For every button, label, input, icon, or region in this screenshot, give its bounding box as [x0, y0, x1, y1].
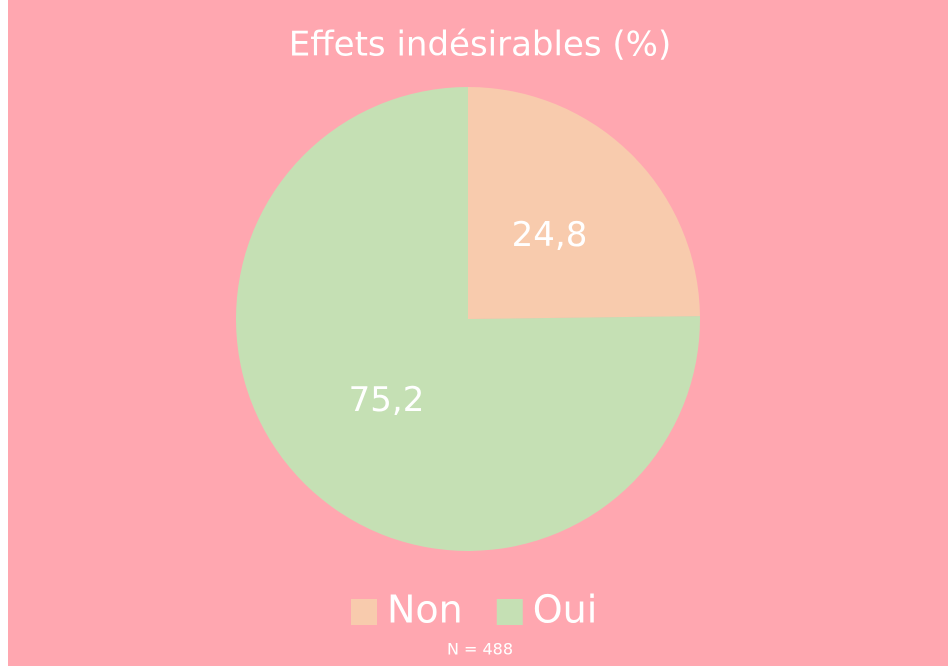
annotation: N = 488 [447, 640, 513, 659]
pie-slice [236, 87, 700, 552]
legend-label: Oui [533, 588, 598, 632]
chart-title: Effets indésirables (%) [289, 25, 671, 65]
legend-swatch [496, 599, 523, 625]
data-label: 75,2 [349, 380, 425, 420]
legend-label: Non [387, 588, 463, 632]
data-label: 24,8 [512, 215, 588, 255]
legend-swatch [351, 599, 377, 625]
pie-slice [468, 87, 700, 319]
